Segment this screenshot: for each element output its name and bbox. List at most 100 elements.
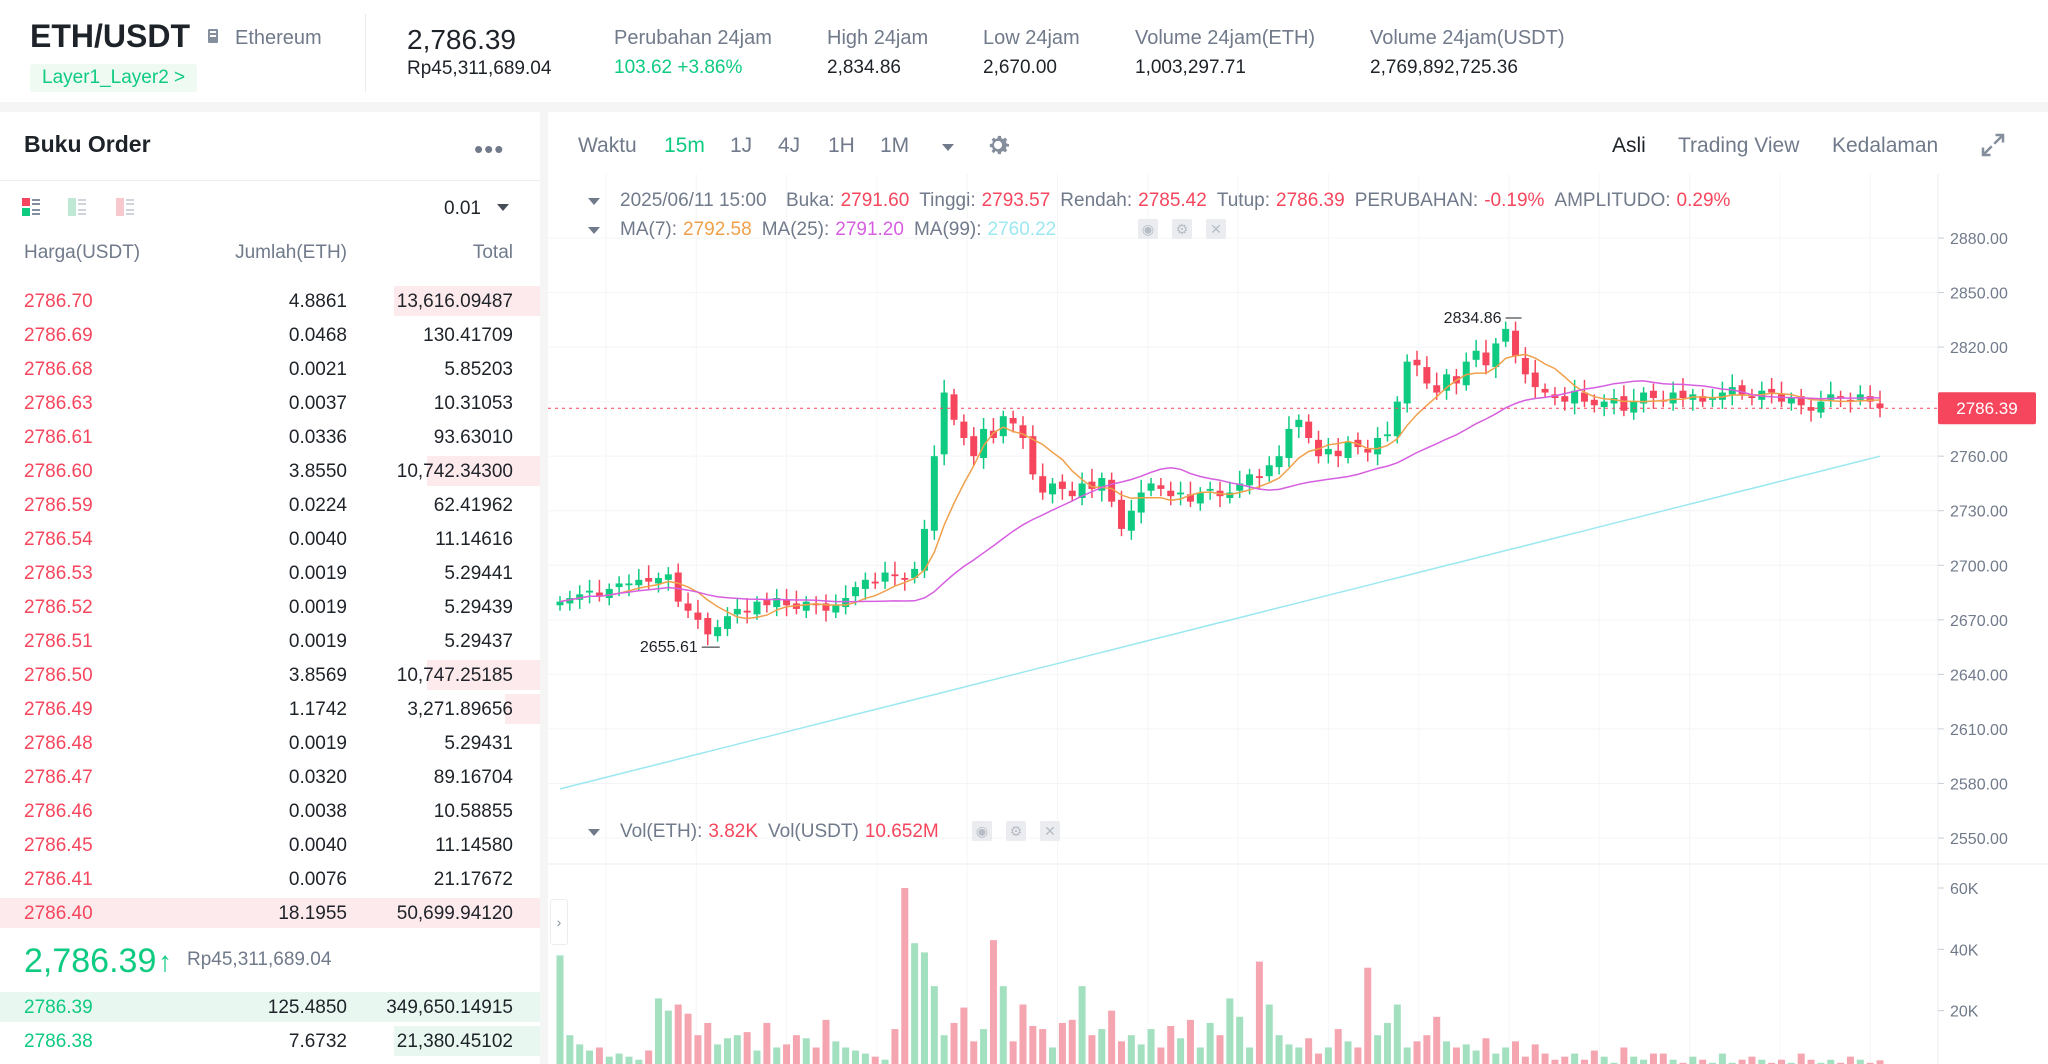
candle-body xyxy=(1255,476,1263,478)
expand-panel-chevron-icon[interactable]: › xyxy=(550,899,568,945)
order-book-row[interactable]: 2786.46 0.0038 10.58855 xyxy=(0,794,540,828)
collapse-volume-chevron-icon[interactable] xyxy=(588,829,600,836)
row-total: 10.58855 xyxy=(433,801,513,822)
order-book-row[interactable]: 2786.49 1.1742 3,271.89656 xyxy=(0,692,540,726)
stat-value-low: 2,670.00 xyxy=(983,57,1057,78)
order-book-row[interactable]: 2786.61 0.0336 93.63010 xyxy=(0,420,540,454)
candle-body xyxy=(1098,478,1106,491)
volume-bar xyxy=(1807,1059,1815,1064)
legend-value: 2792.58 xyxy=(683,219,752,240)
candle-body xyxy=(930,456,938,531)
interval-1h[interactable]: 1H xyxy=(828,134,855,157)
chevron-down-icon[interactable] xyxy=(497,204,509,211)
price-chart[interactable]: 2880.002850.002820.002790.002760.002730.… xyxy=(548,174,2048,1064)
volume-bar xyxy=(1689,1056,1697,1064)
legend-value: -0.19% xyxy=(1484,190,1545,211)
more-options-button[interactable]: ••• xyxy=(474,134,505,164)
collapse-legend-chevron-icon[interactable] xyxy=(588,198,600,205)
candle-body xyxy=(1679,390,1687,398)
row-total: 10.31053 xyxy=(433,393,513,414)
price-step-select[interactable]: 0.01 xyxy=(444,198,481,219)
volume-close-icon[interactable]: ✕ xyxy=(1040,821,1060,841)
volume-bar xyxy=(1531,1044,1539,1064)
candle-body xyxy=(920,528,928,571)
legend-key: AMPLITUDO: xyxy=(1554,190,1671,211)
stat-value-change: 103.62 +3.86% xyxy=(614,57,743,78)
view-kedalaman[interactable]: Kedalaman xyxy=(1832,134,1939,157)
ma-settings-icon[interactable]: ⚙ xyxy=(1172,219,1192,239)
volume-tick-label: 40K xyxy=(1950,942,1979,959)
order-book-row[interactable]: 2786.53 0.0019 5.29441 xyxy=(0,556,540,590)
fullscreen-icon[interactable] xyxy=(1978,130,2008,160)
order-book-row[interactable]: 2786.60 3.8550 10,742.34300 xyxy=(0,454,540,488)
order-book-row[interactable]: 2786.52 0.0019 5.29439 xyxy=(0,590,540,624)
volume-settings-icon[interactable]: ⚙ xyxy=(1006,821,1026,841)
volume-bar xyxy=(1630,1056,1638,1064)
order-book-row[interactable]: 2786.40 18.1955 50,699.94120 xyxy=(0,896,540,930)
order-book-row[interactable]: 2786.38 7.6732 21,380.45102 xyxy=(0,1024,540,1058)
ma-close-icon[interactable]: ✕ xyxy=(1206,219,1226,239)
candle-body xyxy=(635,579,643,586)
gear-icon[interactable] xyxy=(984,131,1012,159)
order-book-row[interactable]: 2786.48 0.0019 5.29431 xyxy=(0,726,540,760)
volume-bar xyxy=(1315,1053,1323,1064)
volume-bar xyxy=(1738,1059,1746,1064)
header-divider xyxy=(365,14,366,92)
candle-body xyxy=(1640,392,1648,404)
candle-body xyxy=(1058,481,1066,489)
volume-bar xyxy=(1088,1035,1096,1064)
last-price: 2,786.39 xyxy=(407,24,516,55)
volume-bar xyxy=(556,955,564,1064)
order-book-row[interactable]: 2786.70 4.8861 13,616.09487 xyxy=(0,284,540,318)
volume-bar xyxy=(684,1013,692,1064)
legend-value: 3.82K xyxy=(708,821,759,842)
book-bids-only-icon[interactable] xyxy=(68,198,86,216)
volume-bar xyxy=(763,1022,771,1064)
ma-visibility-icon[interactable]: ◉ xyxy=(1138,219,1158,239)
order-book-row[interactable]: 2786.39 125.4850 349,650.14915 xyxy=(0,990,540,1024)
order-book-row[interactable]: 2786.59 0.0224 62.41962 xyxy=(0,488,540,522)
order-book-row[interactable]: 2786.68 0.0021 5.85203 xyxy=(0,352,540,386)
interval-15m[interactable]: 15m xyxy=(664,134,705,157)
order-book-row[interactable]: 2786.69 0.0468 130.41709 xyxy=(0,318,540,352)
collapse-ma-chevron-icon[interactable] xyxy=(588,227,600,234)
order-book-row[interactable]: 2786.45 0.0040 11.14580 xyxy=(0,828,540,862)
view-trading-view[interactable]: Trading View xyxy=(1678,134,1800,157)
pair-name[interactable]: Ethereum xyxy=(235,27,322,49)
order-book-row[interactable]: 2786.50 3.8569 10,747.25185 xyxy=(0,658,540,692)
category-tag[interactable]: Layer1_Layer2 > xyxy=(30,64,198,92)
volume-bar xyxy=(891,1029,899,1064)
volume-bar xyxy=(753,1050,761,1064)
order-book-row[interactable]: 2786.51 0.0019 5.29437 xyxy=(0,624,540,658)
volume-bar xyxy=(1354,1047,1362,1064)
mid-price-fiat: Rp45,311,689.04 xyxy=(187,949,332,970)
interval-1m[interactable]: 1M xyxy=(880,134,910,157)
pair-symbol[interactable]: ETH/USDT xyxy=(30,18,190,54)
book-both-sides-icon[interactable] xyxy=(22,198,40,216)
more-intervals-chevron-icon[interactable] xyxy=(942,144,954,151)
stat-label-change: Perubahan 24jam xyxy=(614,27,772,49)
volume-bar xyxy=(812,1047,820,1064)
candle-body xyxy=(743,610,751,613)
stat-label-vol-usdt: Volume 24jam(USDT) xyxy=(1370,27,1565,49)
interval-4j[interactable]: 4J xyxy=(778,134,801,157)
order-book-row[interactable]: 2786.63 0.0037 10.31053 xyxy=(0,386,540,420)
interval-1j[interactable]: 1J xyxy=(730,134,753,157)
volume-bar xyxy=(1167,1026,1175,1064)
volume-visibility-icon[interactable]: ◉ xyxy=(972,821,992,841)
order-book-row[interactable]: 2786.41 0.0076 21.17672 xyxy=(0,862,540,896)
row-price: 2786.38 xyxy=(24,1031,93,1052)
order-book-title: Buku Order xyxy=(24,131,151,157)
row-amount: 0.0021 xyxy=(288,359,347,380)
candle-body xyxy=(763,599,771,606)
volume-bar xyxy=(595,1047,603,1064)
row-amount: 1.1742 xyxy=(288,699,347,720)
view-asli[interactable]: Asli xyxy=(1612,134,1646,157)
volume-bar xyxy=(1068,1019,1076,1064)
candle-body xyxy=(1482,352,1490,366)
book-asks-only-icon[interactable] xyxy=(116,198,134,216)
legend-key: Rendah: xyxy=(1060,190,1133,211)
row-amount: 0.0019 xyxy=(288,597,347,618)
order-book-row[interactable]: 2786.54 0.0040 11.14616 xyxy=(0,522,540,556)
order-book-row[interactable]: 2786.47 0.0320 89.16704 xyxy=(0,760,540,794)
